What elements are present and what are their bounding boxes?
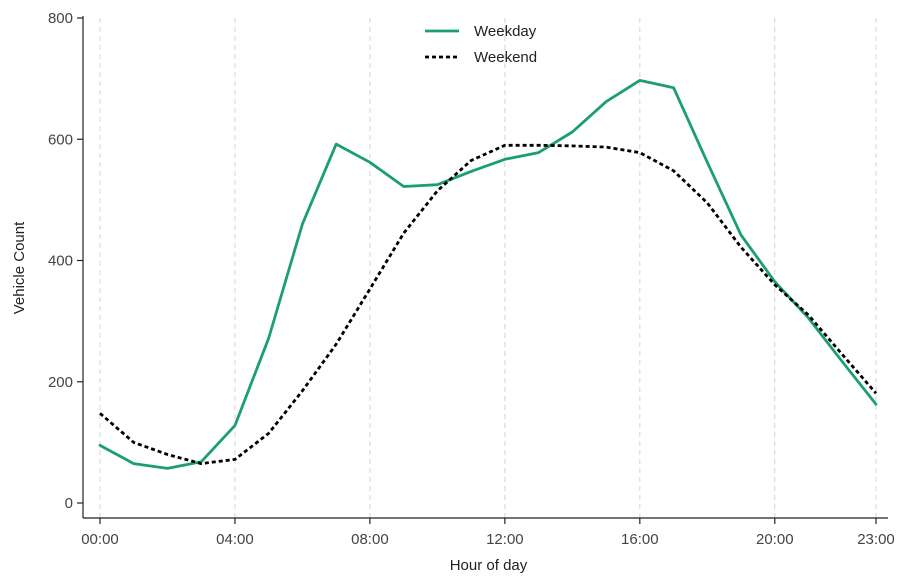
legend-label-weekday: Weekday xyxy=(474,23,537,40)
x-tick-label-3: 12:00 xyxy=(486,531,524,548)
legend: Weekday Weekend xyxy=(425,23,537,66)
y-axis: 0 200 400 600 800 xyxy=(48,10,84,518)
x-axis: 00:00 04:00 08:00 12:00 16:00 20:00 23:00 xyxy=(81,517,895,548)
x-tick-label-5: 20:00 xyxy=(756,531,794,548)
series-line-weekday xyxy=(98,79,878,470)
y-tick-label-4: 800 xyxy=(48,10,73,27)
x-tick-label-2: 08:00 xyxy=(351,531,389,548)
y-tick-label-2: 400 xyxy=(48,253,73,270)
x-tick-label-6: 23:00 xyxy=(857,531,895,548)
y-tick-label-3: 600 xyxy=(48,131,73,148)
series-layer xyxy=(98,79,878,470)
x-tick-label-1: 04:00 xyxy=(216,531,254,548)
legend-label-weekend: Weekend xyxy=(474,49,537,66)
y-tick-label-1: 200 xyxy=(48,374,73,391)
grid xyxy=(99,18,877,518)
x-axis-title: Hour of day xyxy=(450,557,528,574)
x-tick-label-0: 00:00 xyxy=(81,531,119,548)
x-tick-label-4: 16:00 xyxy=(621,531,659,548)
y-tick-label-0: 0 xyxy=(65,495,73,512)
y-axis-title: Vehicle Count xyxy=(11,221,28,314)
series-line-weekend xyxy=(99,143,878,466)
